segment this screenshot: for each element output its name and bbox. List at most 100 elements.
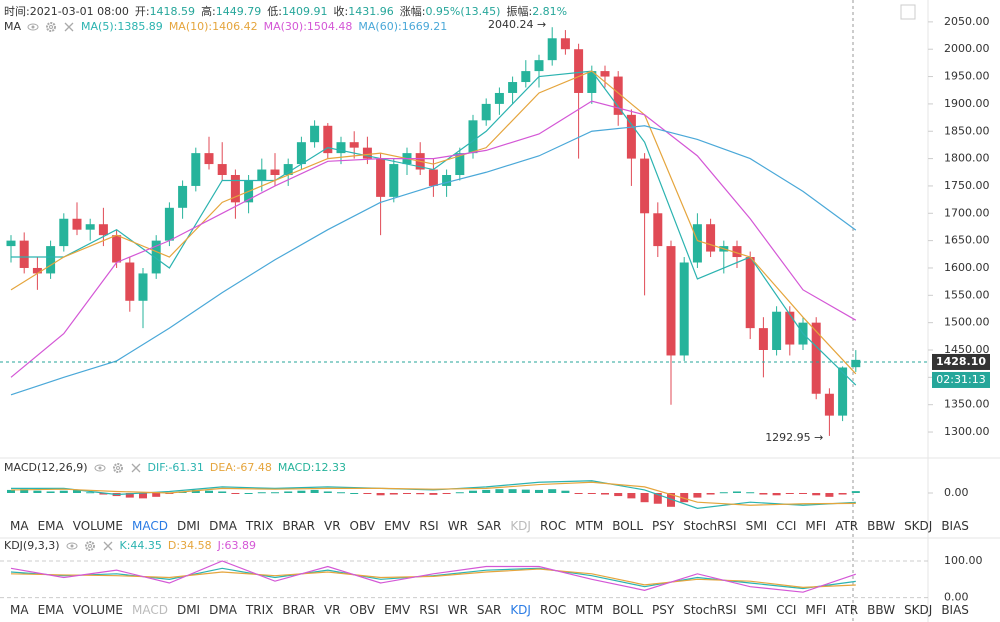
indicator-tab[interactable]: StochRSI bbox=[683, 519, 737, 533]
macd-bar bbox=[99, 493, 108, 495]
macd-bar bbox=[508, 489, 517, 493]
candle-body bbox=[85, 224, 95, 230]
macd-bar bbox=[403, 493, 411, 494]
candle-body bbox=[851, 359, 861, 368]
indicator-tab[interactable]: PSY bbox=[652, 519, 675, 533]
eye-icon[interactable] bbox=[94, 462, 106, 474]
y-tick-label: 1350.00 bbox=[944, 398, 990, 411]
indicator-tab[interactable]: DMA bbox=[209, 519, 237, 533]
indicator-tab[interactable]: MA bbox=[10, 519, 29, 533]
header-value: 1449.79 bbox=[215, 5, 262, 18]
indicator-tab[interactable]: SAR bbox=[476, 603, 502, 617]
candle-body bbox=[653, 213, 663, 247]
indicator-tab[interactable]: BRAR bbox=[282, 519, 315, 533]
indicator-tab[interactable]: SKDJ bbox=[904, 519, 933, 533]
indicator-tab[interactable]: KDJ bbox=[510, 603, 531, 617]
indicator-tab[interactable]: OBV bbox=[349, 603, 376, 617]
indicator-tab[interactable]: EMA bbox=[37, 603, 64, 617]
candle-body bbox=[785, 311, 795, 345]
indicator-tab[interactable]: MTM bbox=[575, 603, 604, 617]
header-label: 开: bbox=[134, 5, 150, 18]
indicator-tab[interactable]: TRIX bbox=[245, 603, 274, 617]
indicator-tab[interactable]: DMA bbox=[209, 603, 237, 617]
expand-icon[interactable] bbox=[900, 4, 916, 20]
indicator-tab[interactable]: VR bbox=[323, 519, 341, 533]
indicator-tab[interactable]: MTM bbox=[575, 519, 604, 533]
indicator-tab[interactable]: SKDJ bbox=[904, 603, 933, 617]
indicator-tab[interactable]: WR bbox=[447, 603, 468, 617]
eye-icon[interactable] bbox=[27, 21, 39, 33]
indicator-tab[interactable]: KDJ bbox=[510, 519, 531, 533]
indicator-tab[interactable]: RSI bbox=[419, 603, 439, 617]
macd-bar bbox=[627, 493, 636, 499]
indicator-tab[interactable]: VR bbox=[323, 603, 341, 617]
indicator-tab[interactable]: EMV bbox=[384, 603, 411, 617]
panel-title: MA bbox=[4, 20, 22, 33]
indicator-tab[interactable]: OBV bbox=[349, 519, 376, 533]
macd-bar bbox=[587, 493, 596, 494]
macd-bar bbox=[33, 490, 42, 493]
indicator-tab[interactable]: MFI bbox=[805, 519, 827, 533]
close-icon[interactable] bbox=[130, 462, 142, 474]
candle-body bbox=[838, 367, 848, 416]
macd-bar bbox=[521, 489, 530, 493]
gear-icon[interactable] bbox=[112, 462, 124, 474]
candle-body bbox=[257, 169, 267, 181]
indicator-tab[interactable]: TRIX bbox=[245, 519, 274, 533]
indicator-tab[interactable]: PSY bbox=[652, 603, 675, 617]
indicator-tab[interactable]: DMI bbox=[176, 519, 201, 533]
indicator-tab[interactable]: MFI bbox=[805, 603, 827, 617]
macd-bar bbox=[799, 493, 807, 494]
indicator-tab[interactable]: ROC bbox=[539, 603, 567, 617]
indicator-tab[interactable]: VOLUME bbox=[72, 519, 123, 533]
macd-bar bbox=[271, 492, 279, 494]
candle-body bbox=[230, 175, 240, 203]
macd-bar bbox=[284, 491, 293, 493]
indicator-tab[interactable]: BBW bbox=[867, 603, 896, 617]
indicator-tab[interactable]: MACD bbox=[131, 519, 168, 533]
eye-icon[interactable] bbox=[66, 540, 78, 552]
indicator-line bbox=[10, 125, 857, 396]
indicator-tab[interactable]: CCI bbox=[776, 519, 797, 533]
indicator-tab[interactable]: ATR bbox=[835, 603, 859, 617]
indicator-tab[interactable]: MA bbox=[10, 603, 29, 617]
indicator-tab[interactable]: SMI bbox=[745, 603, 768, 617]
indicator-tab[interactable]: DMI bbox=[176, 603, 201, 617]
indicator-tab[interactable]: VOLUME bbox=[72, 603, 123, 617]
indicator-tab[interactable]: SAR bbox=[476, 519, 502, 533]
indicator-tab[interactable]: BIAS bbox=[941, 519, 969, 533]
indicator-tab[interactable]: BRAR bbox=[282, 603, 315, 617]
gear-icon[interactable] bbox=[45, 21, 57, 33]
macd-bar bbox=[86, 492, 95, 494]
indicator-line bbox=[10, 567, 856, 590]
candle-body bbox=[283, 164, 293, 175]
countdown-tag bbox=[932, 371, 990, 388]
indicator-tab[interactable]: ATR bbox=[835, 519, 859, 533]
indicator-line bbox=[10, 100, 857, 378]
indicator-tab[interactable]: BOLL bbox=[612, 519, 644, 533]
y-tick-label: 1600.00 bbox=[944, 261, 990, 274]
indicator-tab[interactable]: EMA bbox=[37, 519, 64, 533]
gear-icon[interactable] bbox=[84, 540, 96, 552]
indicator-tab[interactable]: BOLL bbox=[612, 603, 644, 617]
macd-bar bbox=[653, 493, 662, 504]
indicator-tab[interactable]: SMI bbox=[745, 519, 768, 533]
macd-bar bbox=[376, 493, 385, 496]
macd-bar bbox=[614, 493, 623, 497]
indicator-tab[interactable]: WR bbox=[447, 519, 468, 533]
indicator-tab[interactable]: EMV bbox=[384, 519, 411, 533]
indicator-tab[interactable]: MACD bbox=[131, 603, 168, 617]
indicator-tab[interactable]: BBW bbox=[867, 519, 896, 533]
indicator-tab[interactable]: StochRSI bbox=[683, 603, 737, 617]
macd-bar bbox=[191, 489, 200, 493]
indicator-tab[interactable]: CCI bbox=[776, 603, 797, 617]
indicator-tab[interactable]: RSI bbox=[419, 519, 439, 533]
close-icon[interactable] bbox=[102, 540, 114, 552]
header-item: 高:1449.79 bbox=[201, 3, 261, 19]
macd-bar bbox=[693, 493, 702, 498]
indicator-tab[interactable]: ROC bbox=[539, 519, 567, 533]
candle-body bbox=[204, 153, 214, 165]
candle-body bbox=[508, 82, 518, 93]
indicator-tab[interactable]: BIAS bbox=[941, 603, 969, 617]
close-icon[interactable] bbox=[63, 21, 75, 33]
